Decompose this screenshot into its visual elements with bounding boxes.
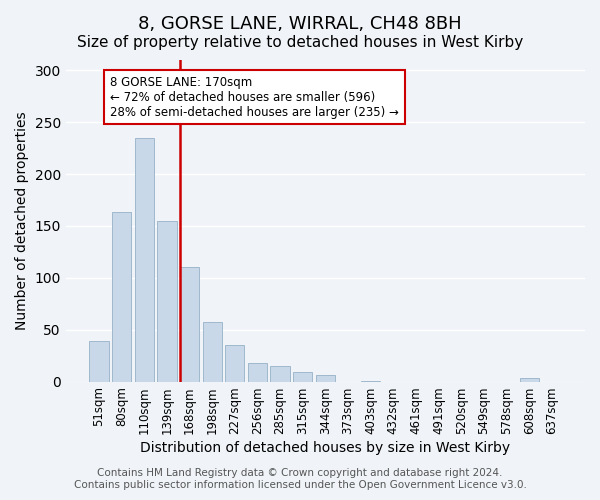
Bar — [271, 366, 290, 382]
Bar — [134, 138, 154, 382]
Bar — [225, 346, 244, 382]
Text: 8, GORSE LANE, WIRRAL, CH48 8BH: 8, GORSE LANE, WIRRAL, CH48 8BH — [138, 15, 462, 33]
Bar — [293, 372, 313, 382]
Y-axis label: Number of detached properties: Number of detached properties — [15, 112, 29, 330]
Bar — [203, 322, 222, 382]
Text: Contains HM Land Registry data © Crown copyright and database right 2024.
Contai: Contains HM Land Registry data © Crown c… — [74, 468, 526, 490]
Bar — [180, 268, 199, 382]
X-axis label: Distribution of detached houses by size in West Kirby: Distribution of detached houses by size … — [140, 441, 511, 455]
Bar — [89, 341, 109, 382]
Text: 8 GORSE LANE: 170sqm
← 72% of detached houses are smaller (596)
28% of semi-deta: 8 GORSE LANE: 170sqm ← 72% of detached h… — [110, 76, 399, 118]
Bar — [157, 221, 176, 382]
Text: Size of property relative to detached houses in West Kirby: Size of property relative to detached ho… — [77, 35, 523, 50]
Bar — [112, 212, 131, 382]
Bar — [316, 376, 335, 382]
Bar — [361, 380, 380, 382]
Bar — [248, 363, 267, 382]
Bar — [520, 378, 539, 382]
